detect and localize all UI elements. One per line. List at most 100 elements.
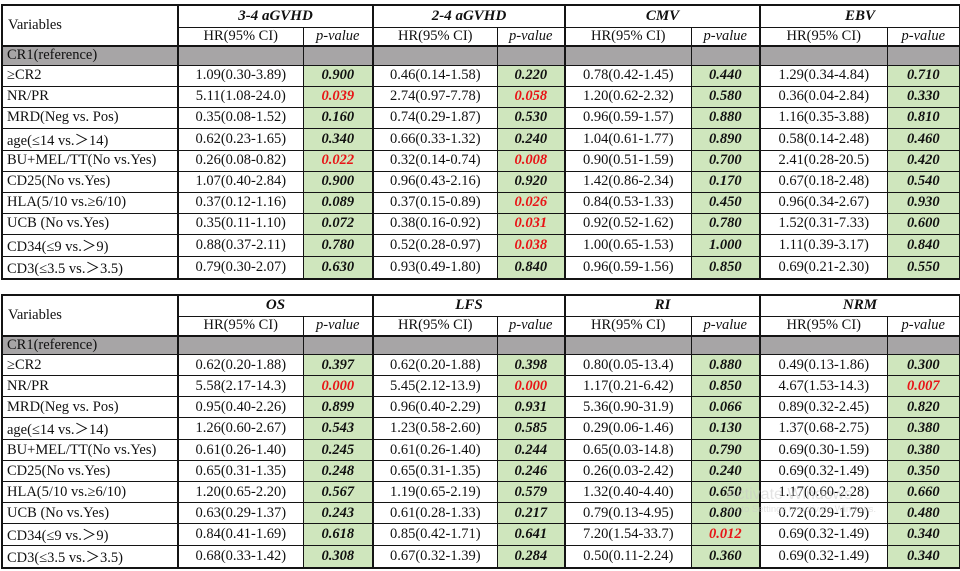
p-value-cell: 0.240 <box>496 127 566 151</box>
hr-cell: 0.26(0.03-2.42) <box>564 460 692 482</box>
p-value-cell: 1.000 <box>690 233 761 257</box>
table-row: UCB (No vs.Yes) 0.63(0.29-1.37) 0.243 0.61(… <box>1 502 960 524</box>
reference-empty-hr-cell <box>759 335 888 355</box>
hr-cell: 0.49(0.13-1.86) <box>759 354 888 376</box>
variable-label: HLA(5/10 vs.≥6/10) <box>1 191 179 214</box>
hr-cell: 0.62(0.23-1.65) <box>177 127 304 151</box>
hr-cell: 1.07(0.40-2.84) <box>177 170 304 193</box>
hr-ci-header: HR(95% CI) <box>759 26 888 47</box>
table-row: MRD(Neg vs. Pos) 0.95(0.40-2.26) 0.899 0.96… <box>1 396 960 418</box>
multivariate-table-os-lfs-ri-nrm: Variables OS LFS RI NRM HR(95% CI) p-value HR(9… <box>1 293 960 569</box>
reference-label: CR1(reference) <box>1 335 179 355</box>
hr-cell: 0.96(0.40-2.29) <box>372 396 498 418</box>
p-value-cell: 0.039 <box>302 85 374 108</box>
header-row-groups: Variables OS LFS RI NRM <box>1 294 960 337</box>
hr-cell: 0.88(0.37-2.11) <box>177 233 304 257</box>
page: { "colors": { "p_cell_bg": "#cfe6bd", "r… <box>0 4 960 571</box>
p-value-header: p-value <box>690 316 761 337</box>
variable-label: age(≤14 vs.＞14) <box>1 417 179 440</box>
multivariate-table-agvhd-cmv-ebv: Variables 3-4 aGVHD 2-4 aGVHD CMV EBV HR(95% … <box>1 4 960 280</box>
variable-label: NR/PR <box>1 85 179 108</box>
hr-cell: 1.37(0.68-2.75) <box>759 417 888 440</box>
hr-cell: 1.17(0.60-2.28) <box>759 481 888 503</box>
hr-cell: 0.93(0.49-1.80) <box>372 255 498 279</box>
group-header-cmv: CMV <box>563 4 761 28</box>
hr-cell: 2.74(0.97-7.78) <box>372 85 498 108</box>
hr-cell: 0.66(0.33-1.32) <box>372 127 498 151</box>
hr-cell: 0.29(0.06-1.46) <box>564 417 692 440</box>
p-value-cell: 0.530 <box>496 106 566 129</box>
hr-cell: 0.61(0.28-1.33) <box>372 502 498 524</box>
hr-cell: 0.61(0.26-1.40) <box>177 439 304 461</box>
p-value-cell: 0.810 <box>886 106 960 129</box>
hr-ci-header: HR(95% CI) <box>372 316 498 337</box>
variable-label: NR/PR <box>1 375 179 397</box>
p-value-cell: 0.308 <box>302 545 374 569</box>
hr-cell: 0.65(0.03-14.8) <box>564 439 692 461</box>
p-value-cell: 0.931 <box>496 396 566 418</box>
reference-empty-p-cell <box>496 335 566 355</box>
hr-cell: 0.26(0.08-0.82) <box>177 149 304 172</box>
variable-label: MRD(Neg vs. Pos) <box>1 106 179 129</box>
p-value-cell: 0.641 <box>496 523 566 546</box>
hr-ci-header: HR(95% CI) <box>372 26 498 47</box>
hr-cell: 0.85(0.42-1.71) <box>372 523 498 546</box>
group-header-ebv: EBV <box>759 4 960 28</box>
p-value-cell: 0.397 <box>302 354 374 376</box>
table-row: NR/PR 5.11(1.08-24.0) 0.039 2.74(0.97-7.78)… <box>1 85 960 108</box>
p-value-cell: 0.480 <box>886 502 960 524</box>
hr-cell: 0.69(0.32-1.49) <box>759 460 888 482</box>
hr-cell: 0.96(0.43-2.16) <box>372 170 498 193</box>
hr-cell: 0.37(0.15-0.89) <box>372 191 498 214</box>
p-value-cell: 0.012 <box>690 523 761 546</box>
hr-cell: 1.04(0.61-1.77) <box>564 127 692 151</box>
p-value-cell: 0.217 <box>496 502 566 524</box>
group-header-ri: RI <box>564 294 761 317</box>
p-value-cell: 0.072 <box>302 212 374 235</box>
group-header-nrm: NRM <box>759 294 960 317</box>
p-value-cell: 0.450 <box>690 191 761 214</box>
reference-empty-p-cell <box>496 45 566 66</box>
reference-row: CR1(reference) <box>1 335 960 355</box>
hr-cell: 7.20(1.54-33.7) <box>564 523 692 546</box>
p-value-cell: 0.880 <box>690 354 761 376</box>
variable-label: MRD(Neg vs. Pos) <box>1 396 179 418</box>
p-value-cell: 0.248 <box>302 460 374 482</box>
hr-cell: 0.36(0.04-2.84) <box>759 85 888 108</box>
p-value-cell: 0.220 <box>496 64 566 87</box>
hr-cell: 1.00(0.65-1.53) <box>564 233 692 257</box>
reference-empty-p-cell <box>302 45 374 66</box>
table-row: CD3(≤3.5 vs.＞3.5) 0.68(0.33-1.42) 0.308 0.6… <box>1 545 960 569</box>
variable-label: HLA(5/10 vs.≥6/10) <box>1 481 179 503</box>
hr-cell: 0.62(0.20-1.88) <box>372 354 498 376</box>
hr-cell: 1.32(0.40-4.40) <box>564 481 692 503</box>
table-row: age(≤14 vs.＞14) 0.62(0.23-1.65) 0.340 0.66(… <box>1 127 960 151</box>
hr-cell: 0.63(0.29-1.37) <box>177 502 304 524</box>
hr-cell: 1.20(0.65-2.20) <box>177 481 304 503</box>
hr-ci-header: HR(95% CI) <box>564 316 692 337</box>
p-value-cell: 0.330 <box>886 85 960 108</box>
hr-cell: 0.84(0.41-1.69) <box>177 523 304 546</box>
table-row: CD34(≤9 vs.＞9) 0.84(0.41-1.69) 0.618 0.85(0… <box>1 523 960 546</box>
hr-cell: 1.19(0.65-2.19) <box>372 481 498 503</box>
table-row: CD25(No vs.Yes) 0.65(0.31-1.35) 0.248 0.65(… <box>1 460 960 482</box>
hr-cell: 0.32(0.14-0.74) <box>372 149 498 172</box>
p-value-cell: 0.585 <box>496 417 566 440</box>
p-value-cell: 0.380 <box>886 417 960 440</box>
p-value-cell: 0.244 <box>496 439 566 461</box>
p-value-cell: 0.920 <box>496 170 566 193</box>
reference-empty-hr-cell <box>759 45 888 66</box>
p-value-cell: 0.780 <box>302 233 374 257</box>
hr-cell: 0.69(0.32-1.49) <box>759 545 888 569</box>
p-value-header: p-value <box>302 26 374 47</box>
hr-cell: 0.72(0.29-1.79) <box>759 502 888 524</box>
reference-empty-hr-cell <box>372 335 498 355</box>
table-row: CD3(≤3.5 vs.＞3.5) 0.79(0.30-2.07) 0.630 0.9… <box>1 255 960 279</box>
variable-label: CD34(≤9 vs.＞9) <box>1 233 179 257</box>
p-value-cell: 0.460 <box>886 127 960 151</box>
p-value-cell: 0.008 <box>496 149 566 172</box>
hr-cell: 0.38(0.16-0.92) <box>372 212 498 235</box>
p-value-cell: 0.240 <box>690 460 761 482</box>
variable-label: ≥CR2 <box>1 64 179 87</box>
p-value-cell: 0.026 <box>496 191 566 214</box>
